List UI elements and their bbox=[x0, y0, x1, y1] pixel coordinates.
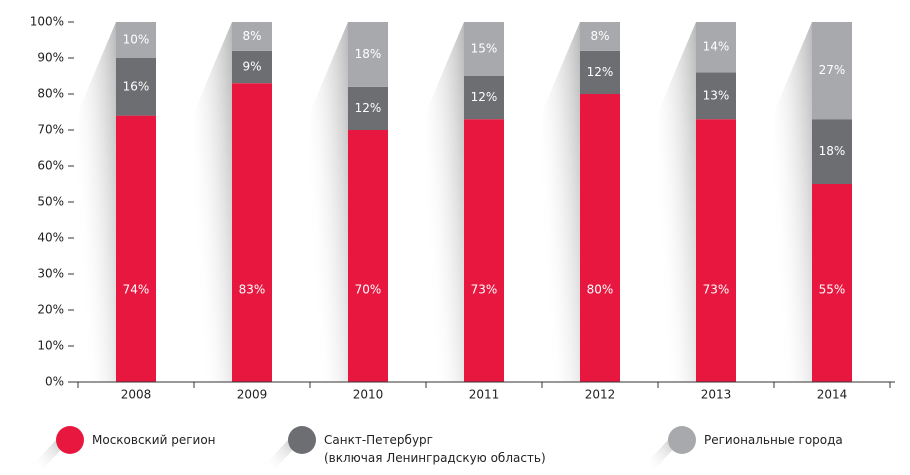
y-tick-label: 60% bbox=[37, 159, 64, 173]
bar-segment bbox=[232, 22, 272, 51]
bar-segment bbox=[116, 22, 156, 58]
value-label: 12% bbox=[471, 90, 498, 104]
bar-segment bbox=[696, 119, 736, 382]
value-label: 80% bbox=[587, 283, 614, 297]
y-tick-label: 20% bbox=[37, 303, 64, 317]
value-label: 55% bbox=[819, 283, 846, 297]
y-tick-label: 30% bbox=[37, 267, 64, 281]
legend-swatch bbox=[56, 426, 84, 454]
bar-shadow bbox=[426, 22, 464, 382]
value-label: 74% bbox=[123, 283, 150, 297]
value-label: 27% bbox=[819, 63, 846, 77]
bar-segment bbox=[812, 119, 852, 184]
value-label: 83% bbox=[239, 283, 266, 297]
y-tick-label: 10% bbox=[37, 339, 64, 353]
y-tick-label: 40% bbox=[37, 231, 64, 245]
value-label: 9% bbox=[242, 60, 261, 74]
y-tick-label: 0% bbox=[45, 375, 64, 389]
y-tick-label: 90% bbox=[37, 51, 64, 65]
y-tick-label: 70% bbox=[37, 123, 64, 137]
bar-shadow bbox=[542, 22, 580, 382]
legend-label: Санкт-Петербург (включая Ленинградскую о… bbox=[324, 433, 546, 465]
bar-segment bbox=[812, 184, 852, 382]
legend-swatch bbox=[288, 426, 316, 454]
bar-shadow bbox=[774, 22, 812, 382]
value-label: 15% bbox=[471, 42, 498, 56]
x-tick-label: 2014 bbox=[817, 388, 848, 402]
bar-segment bbox=[348, 130, 388, 382]
value-label: 8% bbox=[242, 29, 261, 43]
bar-shadow bbox=[658, 22, 696, 382]
bar-segment bbox=[348, 86, 388, 130]
value-label: 12% bbox=[587, 65, 614, 79]
bar-segment bbox=[464, 22, 504, 76]
x-tick-label: 2011 bbox=[469, 388, 500, 402]
value-label: 8% bbox=[590, 29, 609, 43]
bar-segment bbox=[580, 94, 620, 382]
bar-segment bbox=[696, 22, 736, 73]
value-label: 16% bbox=[123, 79, 150, 93]
legend-swatch bbox=[668, 426, 696, 454]
bar-segment bbox=[696, 72, 736, 120]
x-tick-label: 2008 bbox=[121, 388, 152, 402]
x-tick-label: 2013 bbox=[701, 388, 732, 402]
bar-segment bbox=[232, 50, 272, 84]
x-tick-label: 2009 bbox=[237, 388, 268, 402]
value-label: 73% bbox=[703, 283, 730, 297]
value-label: 18% bbox=[355, 47, 382, 61]
bar-segment bbox=[348, 22, 388, 87]
bar-segment bbox=[464, 76, 504, 120]
legend-label: Региональные города bbox=[704, 433, 843, 447]
bar-segment bbox=[464, 119, 504, 382]
y-tick-label: 50% bbox=[37, 195, 64, 209]
value-label: 14% bbox=[703, 40, 730, 54]
bar-segment bbox=[116, 115, 156, 382]
y-tick-label: 100% bbox=[30, 15, 64, 29]
y-tick-label: 80% bbox=[37, 87, 64, 101]
bar-shadow bbox=[194, 22, 232, 382]
bar-segment bbox=[116, 58, 156, 116]
x-tick-label: 2012 bbox=[585, 388, 616, 402]
legend-label: Московский регион bbox=[92, 433, 216, 447]
value-label: 73% bbox=[471, 283, 498, 297]
bar-segment bbox=[580, 50, 620, 94]
value-label: 12% bbox=[355, 101, 382, 115]
value-label: 18% bbox=[819, 144, 846, 158]
bar-segment bbox=[232, 83, 272, 382]
bar-segment bbox=[580, 22, 620, 51]
bar-segment bbox=[812, 22, 852, 120]
bar-shadow bbox=[310, 22, 348, 382]
value-label: 13% bbox=[703, 88, 730, 102]
x-tick-label: 2010 bbox=[353, 388, 384, 402]
bar-shadow bbox=[78, 22, 116, 382]
value-label: 70% bbox=[355, 283, 382, 297]
value-label: 10% bbox=[123, 33, 150, 47]
